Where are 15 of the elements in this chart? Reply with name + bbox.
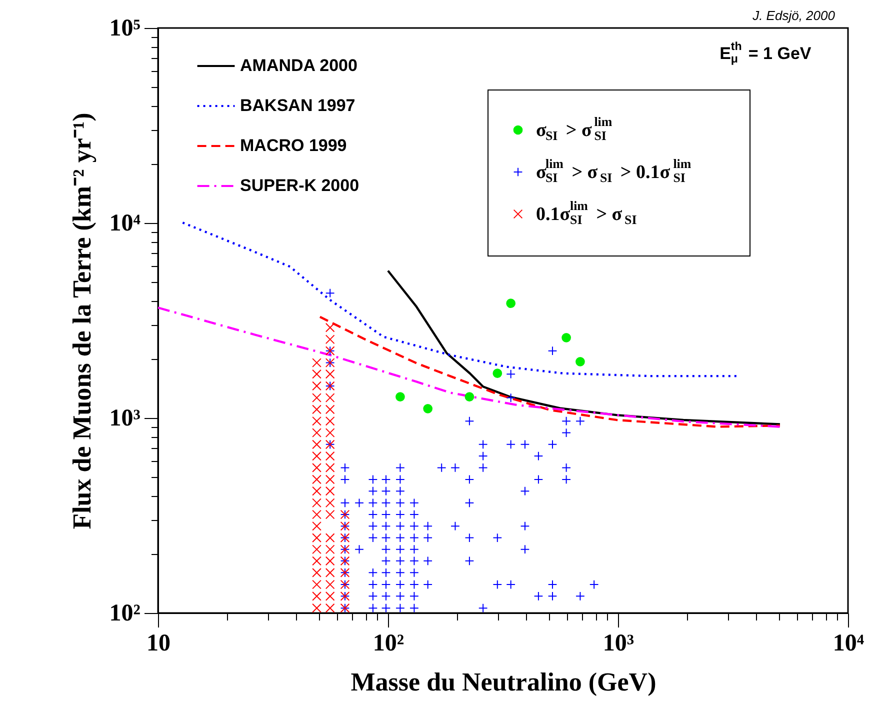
x-tick-label: 10² [372, 630, 404, 656]
legend-label: MACRO 1999 [240, 136, 347, 155]
x-axis-title: Masse du Neutralino (GeV) [350, 668, 656, 696]
legend-label: BAKSAN 1997 [240, 96, 356, 115]
legend-label: SUPER-K 2000 [240, 176, 360, 195]
legend-label: AMANDA 2000 [240, 56, 358, 75]
x-tick-label: 10⁴ [832, 630, 864, 656]
y-tick-label: 10⁵ [109, 16, 140, 42]
x-tick-label: 10³ [602, 630, 634, 656]
y-tick-label: 10² [109, 600, 140, 626]
y-tick-label: 10⁴ [109, 210, 140, 236]
y-axis-title: Flux de Muons de la Terre (km⁻² yr⁻¹) [67, 112, 96, 530]
x-tick-label: 10 [146, 630, 170, 656]
text: J. Edsjö, 2000 [752, 8, 836, 23]
y-tick-label: 10³ [109, 406, 140, 432]
